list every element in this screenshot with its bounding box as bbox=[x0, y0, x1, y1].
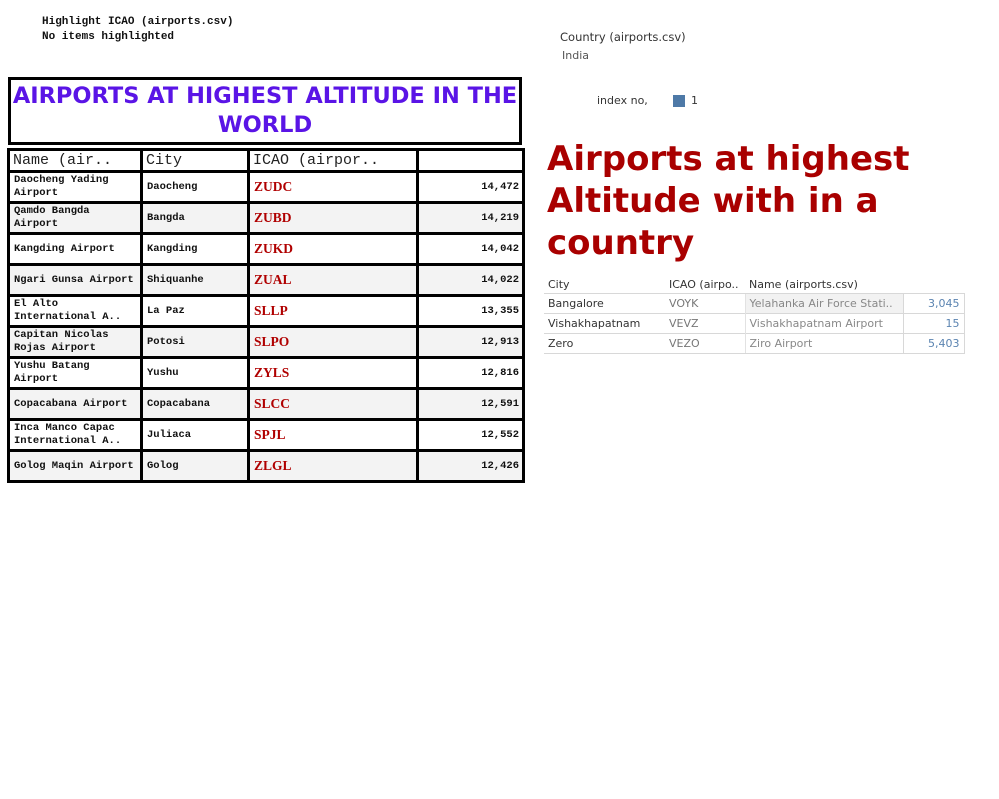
city-cell[interactable]: Potosi bbox=[140, 325, 250, 359]
airport-name-cell[interactable]: Inca Manco Capac International A.. bbox=[7, 418, 143, 452]
table-row[interactable]: Capitan Nicolas Rojas Airport Potosi SLPO 1… bbox=[7, 325, 525, 359]
icao-cell[interactable]: VEZO bbox=[665, 333, 745, 354]
airport-name-cell[interactable]: Capitan Nicolas Rojas Airport bbox=[7, 325, 143, 359]
country-title: Airports at highest Altitude with in a c… bbox=[547, 139, 910, 263]
city-cell[interactable]: Daocheng bbox=[140, 170, 250, 204]
airport-name-cell[interactable]: Yelahanka Air Force Stati.. bbox=[744, 293, 903, 314]
altitude-cell[interactable]: 14,472 bbox=[416, 170, 525, 204]
airport-name-cell[interactable]: El Alto International A.. bbox=[7, 294, 143, 328]
table-row[interactable]: Golog Maqin Airport Golog ZLGL 12,426 bbox=[7, 449, 525, 483]
column-header-city[interactable]: City bbox=[548, 277, 570, 291]
city-cell[interactable]: Golog bbox=[140, 449, 250, 483]
column-header-index[interactable] bbox=[903, 275, 964, 294]
altitude-cell[interactable]: 12,426 bbox=[416, 449, 525, 483]
table-row[interactable]: Zero VEZO Ziro Airport 5,403 bbox=[544, 333, 965, 354]
icao-cell[interactable]: ZUBD bbox=[247, 201, 419, 235]
city-cell[interactable]: Shiquanhe bbox=[140, 263, 250, 297]
city-cell[interactable]: Bangalore bbox=[544, 293, 665, 314]
city-cell[interactable]: Kangding bbox=[140, 232, 250, 266]
icao-cell[interactable]: SLPO bbox=[247, 325, 419, 359]
icao-cell[interactable]: SPJL bbox=[247, 418, 419, 452]
airport-name-cell[interactable]: Copacabana Airport bbox=[7, 387, 143, 421]
airport-name-cell[interactable]: Ziro Airport bbox=[744, 333, 903, 354]
icao-cell[interactable]: SLCC bbox=[247, 387, 419, 421]
altitude-cell[interactable]: 13,355 bbox=[416, 294, 525, 328]
legend-label: index no, bbox=[597, 94, 648, 107]
table-row[interactable]: Kangding Airport Kangding ZUKD 14,042 bbox=[7, 232, 525, 266]
altitude-cell[interactable]: 14,219 bbox=[416, 201, 525, 235]
table-row[interactable]: Copacabana Airport Copacabana SLCC 12,591 bbox=[7, 387, 525, 421]
icao-cell[interactable]: ZLGL bbox=[247, 449, 419, 483]
highlight-title: Highlight ICAO (airports.csv) bbox=[42, 16, 234, 28]
airport-name-cell[interactable]: Kangding Airport bbox=[7, 232, 143, 266]
altitude-cell[interactable]: 12,913 bbox=[416, 325, 525, 359]
airport-name-cell[interactable]: Vishakhapatnam Airport bbox=[744, 313, 903, 334]
column-header-name[interactable]: Name (airports.csv) bbox=[749, 277, 858, 291]
table-row[interactable]: Bangalore VOYK Yelahanka Air Force Stati..… bbox=[544, 293, 965, 314]
icao-cell[interactable]: ZUKD bbox=[247, 232, 419, 266]
airport-name-cell[interactable]: Yushu Batang Airport bbox=[7, 356, 143, 390]
table-row[interactable]: Vishakhapatnam VEVZ Vishakhapatnam Airport… bbox=[544, 313, 965, 334]
highlight-panel: Highlight ICAO (airports.csv) No items h… bbox=[42, 15, 233, 45]
column-header-name[interactable]: Name (air.. bbox=[7, 148, 143, 173]
altitude-cell[interactable]: 14,022 bbox=[416, 263, 525, 297]
altitude-cell[interactable]: 12,552 bbox=[416, 418, 525, 452]
airport-name-cell[interactable]: Qamdo Bangda Airport bbox=[7, 201, 143, 235]
column-header-city[interactable]: City bbox=[140, 148, 250, 173]
table-row[interactable]: Daocheng Yading Airport Daocheng ZUDC 14,47… bbox=[7, 170, 525, 204]
icao-cell[interactable]: VOYK bbox=[665, 293, 745, 314]
city-cell[interactable]: Zero bbox=[544, 333, 665, 354]
column-header-icao[interactable]: ICAO (airpo.. bbox=[669, 277, 739, 291]
column-header-icao[interactable]: ICAO (airpor.. bbox=[247, 148, 419, 173]
table-header-row: Name (air.. City ICAO (airpor.. bbox=[7, 148, 525, 173]
table-header-row: City ICAO (airpo.. Name (airports.csv) bbox=[544, 275, 964, 294]
airport-name-cell[interactable]: Daocheng Yading Airport bbox=[7, 170, 143, 204]
table-row[interactable]: Yushu Batang Airport Yushu ZYLS 12,816 bbox=[7, 356, 525, 390]
index-cell[interactable]: 3,045 bbox=[902, 293, 965, 314]
table-row[interactable]: Qamdo Bangda Airport Bangda ZUBD 14,219 bbox=[7, 201, 525, 235]
country-filter[interactable]: Country (airports.csv) India bbox=[560, 30, 686, 62]
legend-swatch[interactable] bbox=[673, 95, 685, 107]
index-cell[interactable]: 5,403 bbox=[902, 333, 965, 354]
legend-value[interactable]: 1 bbox=[691, 94, 698, 107]
airport-name-cell[interactable]: Golog Maqin Airport bbox=[7, 449, 143, 483]
altitude-cell[interactable]: 14,042 bbox=[416, 232, 525, 266]
world-airports-table: Name (air.. City ICAO (airpor.. Daocheng… bbox=[7, 148, 525, 483]
table-row[interactable]: El Alto International A.. La Paz SLLP 13,35… bbox=[7, 294, 525, 328]
city-cell[interactable]: Juliaca bbox=[140, 418, 250, 452]
city-cell[interactable]: Vishakhapatnam bbox=[544, 313, 665, 334]
country-filter-label: Country (airports.csv) bbox=[560, 30, 686, 44]
country-filter-value[interactable]: India bbox=[562, 49, 589, 62]
city-cell[interactable]: Copacabana bbox=[140, 387, 250, 421]
highlight-status[interactable]: No items highlighted bbox=[42, 31, 175, 43]
city-cell[interactable]: Bangda bbox=[140, 201, 250, 235]
table-row[interactable]: Ngari Gunsa Airport Shiquanhe ZUAL 14,022 bbox=[7, 263, 525, 297]
column-header-altitude[interactable] bbox=[416, 148, 525, 173]
airport-name-cell[interactable]: Ngari Gunsa Airport bbox=[7, 263, 143, 297]
icao-cell[interactable]: ZUDC bbox=[247, 170, 419, 204]
index-cell[interactable]: 15 bbox=[902, 313, 965, 334]
icao-cell[interactable]: ZUAL bbox=[247, 263, 419, 297]
city-cell[interactable]: Yushu bbox=[140, 356, 250, 390]
altitude-cell[interactable]: 12,591 bbox=[416, 387, 525, 421]
country-airports-table: City ICAO (airpo.. Name (airports.csv) B… bbox=[544, 275, 965, 354]
icao-cell[interactable]: VEVZ bbox=[665, 313, 745, 334]
altitude-cell[interactable]: 12,816 bbox=[416, 356, 525, 390]
table-row[interactable]: Inca Manco Capac International A.. Juliac… bbox=[7, 418, 525, 452]
icao-cell[interactable]: SLLP bbox=[247, 294, 419, 328]
icao-cell[interactable]: ZYLS bbox=[247, 356, 419, 390]
city-cell[interactable]: La Paz bbox=[140, 294, 250, 328]
world-title: AIRPORTS AT HIGHEST ALTITUDE IN THE WORL… bbox=[8, 77, 522, 145]
